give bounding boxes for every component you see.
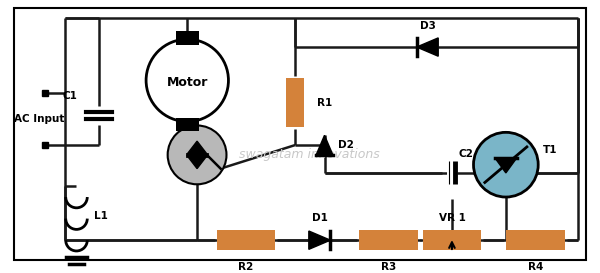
Polygon shape xyxy=(416,38,438,56)
Text: D3: D3 xyxy=(419,21,436,31)
Text: AC Input: AC Input xyxy=(14,114,64,124)
Text: VR 1: VR 1 xyxy=(439,213,466,223)
Text: C1: C1 xyxy=(62,91,77,101)
Text: swagatam innovations: swagatam innovations xyxy=(239,149,380,161)
Bar xyxy=(286,78,304,127)
Bar xyxy=(359,230,418,250)
Text: R4: R4 xyxy=(527,262,543,272)
Text: Motor: Motor xyxy=(167,76,208,89)
Circle shape xyxy=(167,126,226,184)
Polygon shape xyxy=(309,231,331,249)
Text: R2: R2 xyxy=(238,262,254,272)
Text: R1: R1 xyxy=(317,98,332,108)
Circle shape xyxy=(473,132,538,197)
Text: D2: D2 xyxy=(338,140,354,150)
Text: L1: L1 xyxy=(94,211,108,221)
Bar xyxy=(422,230,481,250)
Polygon shape xyxy=(316,135,333,155)
Text: T1: T1 xyxy=(543,145,557,155)
Polygon shape xyxy=(187,156,207,169)
Circle shape xyxy=(146,39,229,121)
Bar xyxy=(176,31,199,45)
Text: D1: D1 xyxy=(311,212,328,222)
Polygon shape xyxy=(495,158,517,173)
Bar xyxy=(506,230,565,250)
Bar xyxy=(217,230,275,250)
Bar xyxy=(176,118,199,131)
Polygon shape xyxy=(187,141,207,154)
Text: C2: C2 xyxy=(458,149,473,159)
Text: R3: R3 xyxy=(380,262,396,272)
